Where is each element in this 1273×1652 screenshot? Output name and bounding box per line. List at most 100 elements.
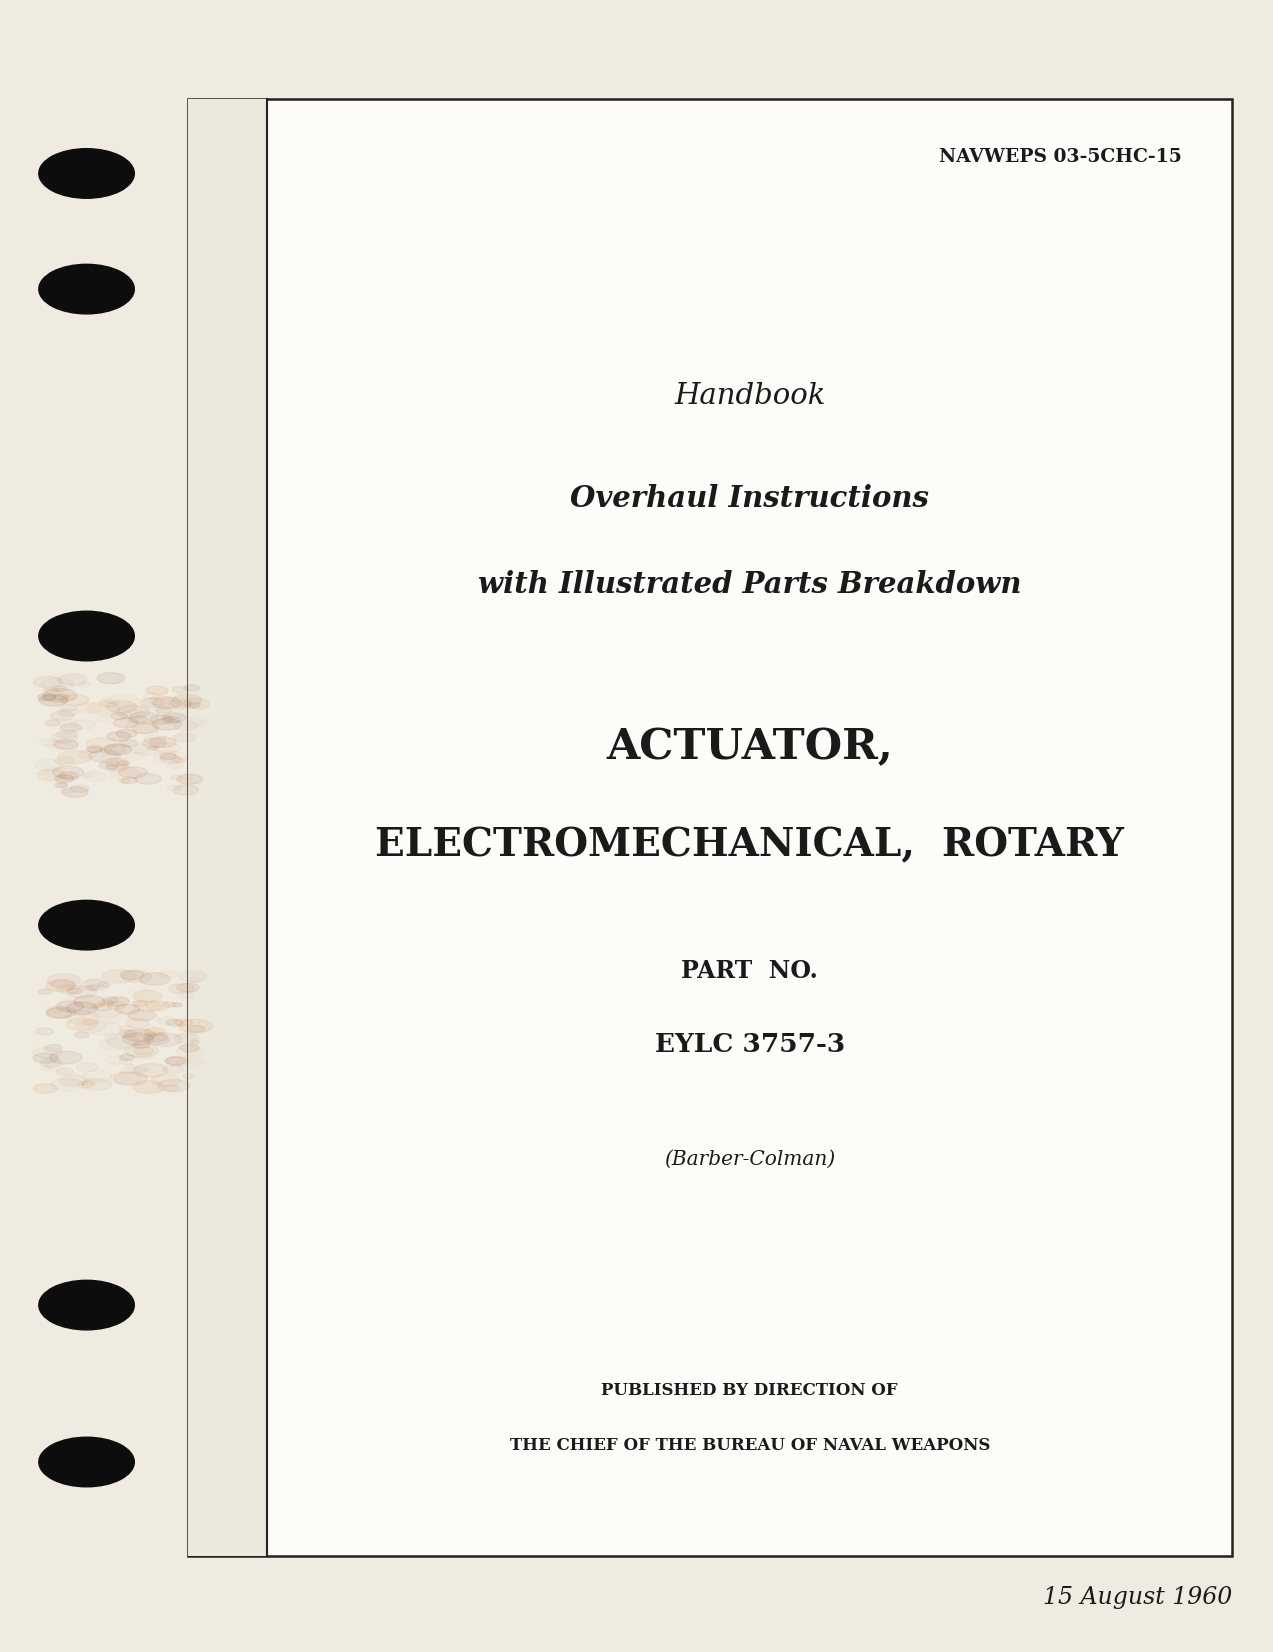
Ellipse shape (80, 980, 108, 991)
Ellipse shape (37, 770, 65, 781)
Ellipse shape (160, 753, 176, 760)
Ellipse shape (163, 1003, 176, 1008)
Ellipse shape (134, 1064, 168, 1077)
Ellipse shape (132, 1001, 146, 1006)
Ellipse shape (120, 1026, 131, 1031)
Ellipse shape (87, 702, 120, 715)
Ellipse shape (107, 1001, 126, 1009)
Ellipse shape (171, 775, 182, 780)
Ellipse shape (172, 686, 190, 694)
Ellipse shape (132, 1041, 150, 1049)
Ellipse shape (150, 715, 173, 724)
Ellipse shape (123, 1029, 155, 1041)
Ellipse shape (55, 775, 74, 783)
Ellipse shape (177, 983, 200, 993)
Ellipse shape (169, 983, 193, 993)
Ellipse shape (97, 672, 125, 684)
Ellipse shape (139, 973, 171, 985)
Ellipse shape (39, 264, 135, 314)
Ellipse shape (57, 783, 67, 786)
Ellipse shape (121, 776, 137, 783)
Ellipse shape (117, 760, 130, 767)
Ellipse shape (122, 1032, 153, 1046)
Ellipse shape (115, 1004, 140, 1014)
Ellipse shape (60, 724, 81, 732)
Ellipse shape (59, 674, 87, 686)
Ellipse shape (118, 1031, 136, 1037)
Bar (188, 99, 267, 1556)
Ellipse shape (120, 740, 137, 747)
Ellipse shape (93, 1003, 112, 1011)
Ellipse shape (45, 687, 57, 694)
Ellipse shape (143, 738, 167, 748)
Ellipse shape (99, 700, 117, 707)
Ellipse shape (59, 709, 78, 717)
Text: Handbook: Handbook (675, 383, 825, 410)
Ellipse shape (45, 1044, 62, 1051)
Ellipse shape (46, 1008, 71, 1018)
Text: ACTUATOR,: ACTUATOR, (606, 725, 894, 768)
Ellipse shape (102, 970, 136, 983)
Ellipse shape (33, 676, 62, 687)
Ellipse shape (134, 1001, 162, 1013)
Ellipse shape (158, 1079, 190, 1092)
Ellipse shape (113, 1072, 148, 1085)
Text: with Illustrated Parts Breakdown: with Illustrated Parts Breakdown (479, 570, 1021, 600)
Ellipse shape (116, 730, 137, 738)
Text: ELECTROMECHANICAL,  ROTARY: ELECTROMECHANICAL, ROTARY (376, 826, 1124, 866)
Ellipse shape (107, 700, 137, 714)
Ellipse shape (174, 1019, 192, 1026)
Ellipse shape (78, 1080, 94, 1087)
Ellipse shape (177, 775, 202, 785)
Ellipse shape (145, 1028, 164, 1036)
Ellipse shape (182, 1074, 195, 1079)
Ellipse shape (190, 1041, 200, 1044)
Ellipse shape (47, 973, 80, 986)
Ellipse shape (113, 719, 137, 729)
Ellipse shape (51, 710, 74, 720)
Ellipse shape (173, 694, 201, 705)
Ellipse shape (53, 694, 69, 700)
Bar (188, 99, 1232, 1556)
Ellipse shape (56, 1001, 84, 1013)
Ellipse shape (149, 695, 173, 705)
Ellipse shape (50, 1051, 81, 1064)
Ellipse shape (164, 1066, 185, 1074)
Ellipse shape (164, 1085, 179, 1092)
Ellipse shape (153, 697, 182, 709)
Ellipse shape (127, 1009, 157, 1021)
Ellipse shape (45, 720, 60, 725)
Ellipse shape (135, 773, 162, 785)
Ellipse shape (151, 1075, 181, 1087)
Ellipse shape (66, 1018, 97, 1031)
Ellipse shape (87, 737, 117, 750)
Ellipse shape (70, 785, 89, 793)
Ellipse shape (148, 1032, 182, 1046)
Ellipse shape (39, 149, 135, 198)
Ellipse shape (98, 981, 111, 986)
Ellipse shape (33, 1054, 59, 1064)
Ellipse shape (106, 762, 129, 771)
Ellipse shape (173, 758, 185, 763)
Ellipse shape (148, 747, 157, 750)
Ellipse shape (66, 1003, 98, 1014)
Ellipse shape (39, 900, 135, 950)
Ellipse shape (187, 702, 200, 707)
Ellipse shape (120, 970, 144, 980)
Ellipse shape (120, 780, 130, 783)
Ellipse shape (99, 999, 113, 1006)
Text: PUBLISHED BY DIRECTION OF: PUBLISHED BY DIRECTION OF (601, 1383, 899, 1399)
Ellipse shape (140, 699, 164, 707)
Ellipse shape (179, 1044, 199, 1052)
Ellipse shape (39, 1437, 135, 1487)
Ellipse shape (132, 724, 159, 733)
Ellipse shape (149, 737, 176, 747)
Ellipse shape (116, 705, 149, 719)
Ellipse shape (37, 694, 56, 700)
Ellipse shape (87, 985, 99, 990)
Ellipse shape (155, 707, 172, 714)
Text: Overhaul Instructions: Overhaul Instructions (570, 484, 929, 514)
Ellipse shape (107, 732, 131, 740)
Ellipse shape (52, 767, 84, 778)
Ellipse shape (173, 785, 199, 795)
